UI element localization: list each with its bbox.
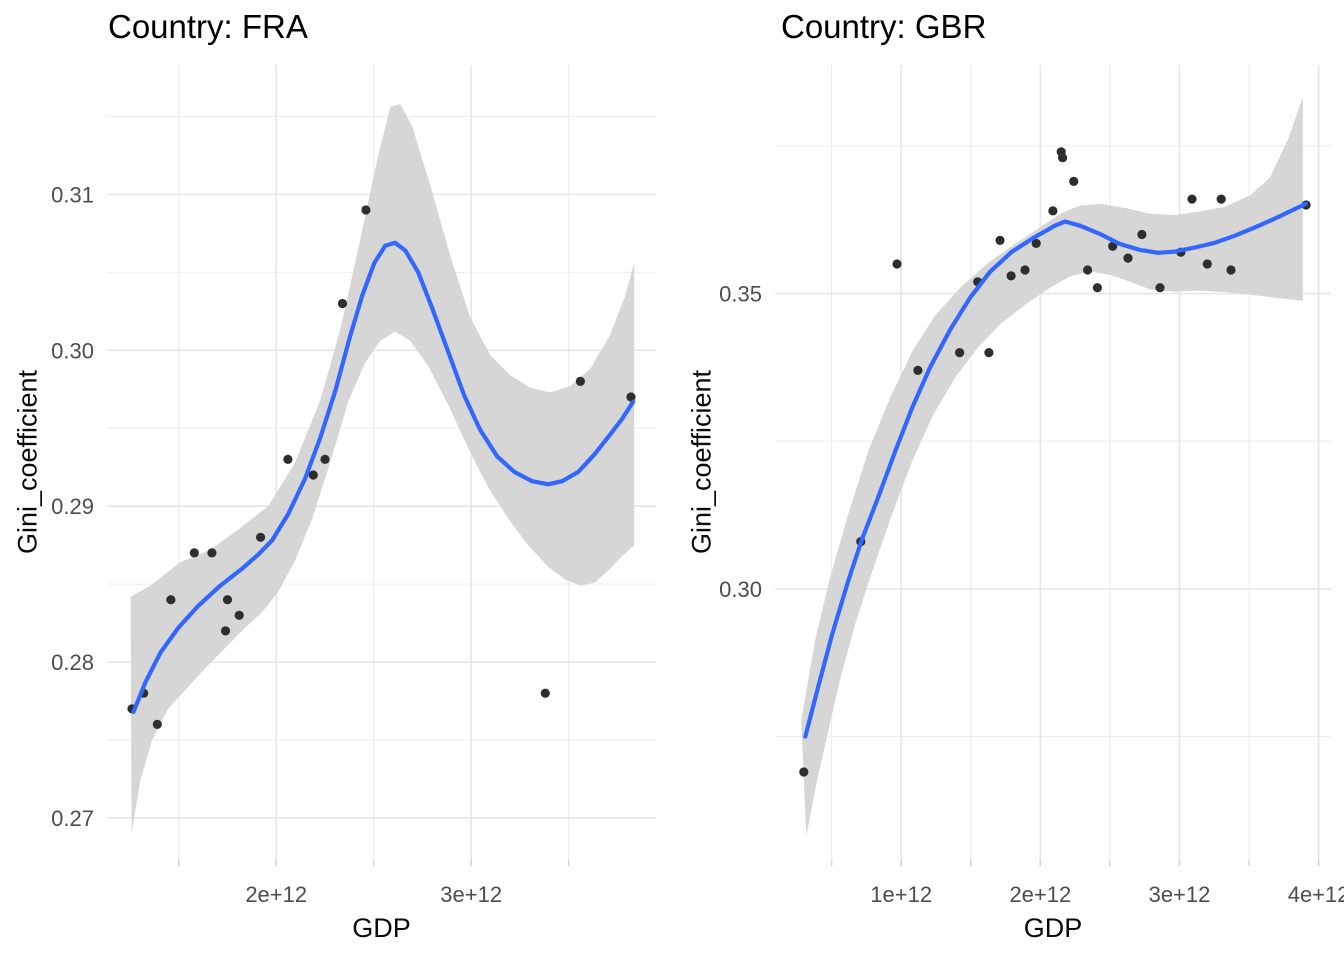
x-tick-label: 4e+12	[1288, 882, 1344, 907]
x-tick-label: 3e+12	[1149, 882, 1211, 907]
smooth-line	[803, 201, 1308, 739]
confidence-band	[130, 104, 635, 834]
data-point	[283, 454, 293, 464]
data-point	[626, 392, 636, 402]
data-point	[799, 767, 809, 777]
data-point	[220, 626, 231, 636]
data-point	[1058, 153, 1068, 163]
plot-title-gbr: Country: GBR	[781, 8, 987, 45]
data-point	[361, 205, 371, 215]
data-point	[1083, 265, 1093, 275]
data-point	[913, 365, 923, 375]
y-tick-label: 0.30	[51, 338, 94, 363]
data-point	[256, 532, 266, 542]
data-point	[337, 298, 348, 309]
y-tick-label: 0.31	[51, 182, 94, 207]
data-point	[892, 259, 902, 269]
data-point	[1031, 238, 1041, 248]
panel-fra: 2e+12 3e+12 0.27 0.28 0.29 0.30 0.31	[51, 65, 656, 907]
data-point	[308, 470, 318, 480]
data-point	[1155, 283, 1165, 293]
data-point	[1069, 176, 1079, 186]
x-axis-title-gbr: GDP	[1023, 913, 1083, 943]
data-point	[1048, 206, 1058, 216]
data-point	[1123, 253, 1133, 263]
data-point	[1137, 229, 1147, 240]
data-point	[189, 548, 199, 558]
data-point	[984, 348, 994, 358]
data-point	[1108, 241, 1118, 251]
data-point	[955, 348, 965, 358]
y-tick-label: 0.28	[51, 650, 94, 675]
data-point	[166, 595, 176, 605]
x-tick-label: 2e+12	[1009, 882, 1071, 907]
data-point	[995, 235, 1005, 245]
data-point	[234, 610, 244, 620]
x-tick-label: 3e+12	[440, 882, 502, 907]
data-point	[1187, 194, 1197, 204]
data-point	[207, 548, 217, 558]
smooth-line	[131, 240, 636, 715]
y-tick-label: 0.30	[719, 577, 762, 602]
x-axis-title-fra: GDP	[352, 913, 411, 943]
panel-gbr: 1e+12 2e+12 3e+12 4e+12 0.30 0.35	[719, 65, 1344, 907]
data-point	[1216, 194, 1226, 204]
x-tick-label: 1e+12	[870, 882, 932, 907]
data-point	[1202, 259, 1212, 269]
y-tick-label: 0.29	[51, 494, 94, 519]
confidence-band	[801, 96, 1303, 837]
data-point	[320, 454, 330, 464]
y-tick-label: 0.27	[51, 806, 94, 831]
data-point	[540, 688, 550, 698]
data-point	[1006, 271, 1016, 281]
data-point	[1226, 265, 1236, 275]
data-point	[1020, 265, 1030, 275]
y-tick-label: 0.35	[719, 282, 762, 307]
data-point	[1092, 283, 1102, 293]
y-axis-title-fra: Gini_coefficient	[12, 369, 43, 555]
plot-title-fra: Country: FRA	[108, 8, 308, 45]
data-point	[575, 376, 586, 386]
y-axis-title-gbr: Gini_coefficient	[686, 369, 717, 555]
data-point	[222, 595, 233, 605]
data-point	[152, 719, 162, 730]
x-tick-label: 2e+12	[245, 882, 307, 907]
